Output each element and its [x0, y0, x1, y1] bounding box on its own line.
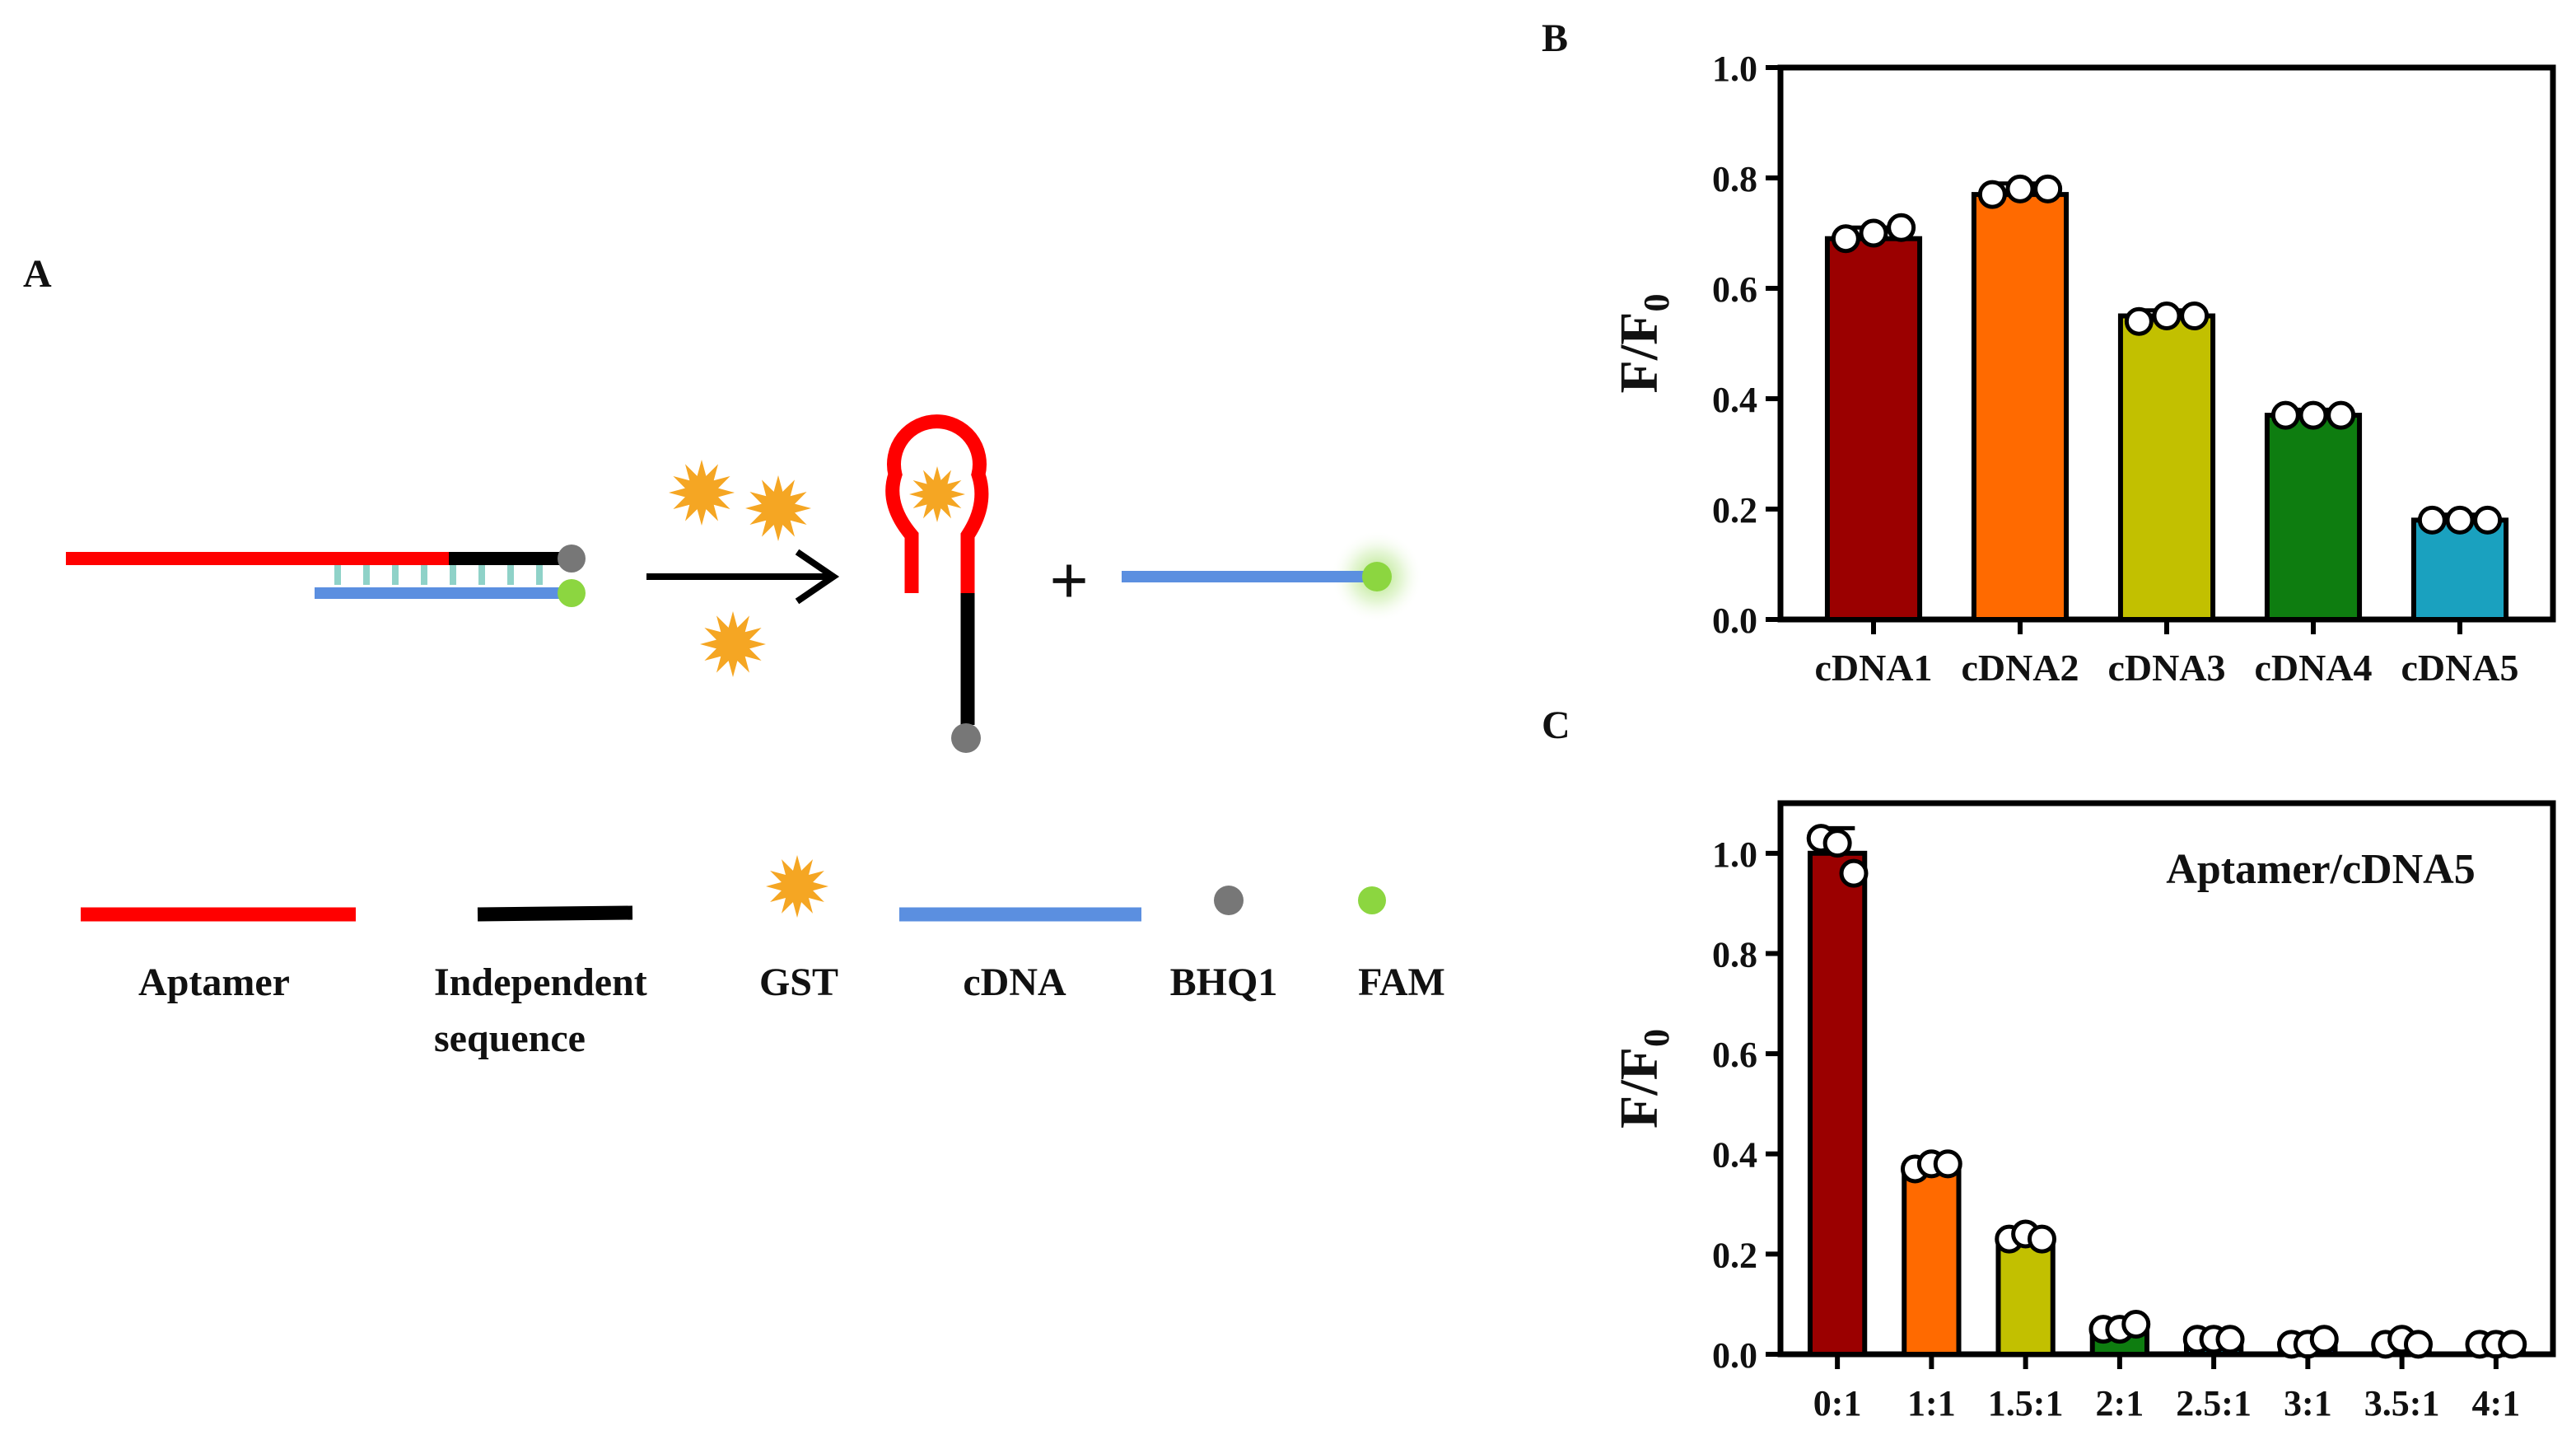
- legend-fam-label: FAM: [1358, 961, 1445, 1004]
- data-point: [2180, 301, 2210, 330]
- bar: [2264, 413, 2363, 622]
- bar: [1807, 850, 1868, 1358]
- legend-gst-star-icon: [766, 855, 828, 918]
- gst-molecules: [669, 460, 811, 677]
- data-point: [2445, 505, 2475, 535]
- y-tick-label: 0.4: [1712, 380, 1757, 420]
- x-tick-label: 2:1: [2096, 1383, 2144, 1423]
- y-tick-label: 0.0: [1712, 1335, 1757, 1376]
- plot-frame: [1777, 800, 2556, 1358]
- legend-bhq1-label: BHQ1: [1170, 961, 1278, 1004]
- data-point: [2473, 505, 2503, 535]
- data-point: [1831, 224, 1860, 254]
- gst-star-icon: [745, 475, 811, 541]
- gst-star-icon: [700, 611, 766, 677]
- scheme-legend: Aptamer Independent sequence GST cDNA BH…: [81, 855, 1445, 1060]
- x-tick-label: 1.5:1: [1988, 1383, 2064, 1423]
- panel-label-a: A: [23, 252, 52, 296]
- x-tick-label: 3:1: [2284, 1383, 2332, 1423]
- gst-star-icon: [669, 460, 735, 526]
- data-point: [2404, 1330, 2434, 1359]
- panel-label-c: C: [1542, 703, 1570, 747]
- data-point: [2270, 400, 2300, 430]
- data-point: [2498, 1330, 2527, 1359]
- y-tick-label: 1.0: [1712, 834, 1757, 875]
- y-tick-label: 1.0: [1712, 49, 1757, 89]
- bar: [2410, 517, 2509, 623]
- y-tick-label: 0.6: [1712, 1035, 1757, 1075]
- data-point: [2124, 306, 2154, 336]
- data-point: [2309, 1325, 2339, 1354]
- legend-independent-label-line2: sequence: [434, 1017, 586, 1060]
- fam-fluorophore-icon: [1362, 562, 1392, 591]
- x-tick-label: 2.5:1: [2176, 1383, 2252, 1423]
- y-tick-label: 0.2: [1712, 490, 1757, 531]
- y-tick-label: 0.2: [1712, 1235, 1757, 1275]
- y-tick-label: 0.8: [1712, 159, 1757, 199]
- legend-fam-swatch: [1358, 886, 1386, 914]
- y-axis-label: F/F0: [1609, 1029, 1677, 1129]
- x-tick-label: cDNA3: [2107, 647, 2225, 689]
- duplex-probe: [66, 545, 586, 607]
- x-tick-label: cDNA1: [1814, 647, 1932, 689]
- plus-sign: +: [1049, 543, 1089, 619]
- y-axis-label: F/F0: [1609, 294, 1677, 394]
- y-tick-label: 0.6: [1712, 269, 1757, 310]
- reaction-arrow-icon: [646, 549, 840, 605]
- aptamer-hairpin-loop: [885, 414, 989, 593]
- legend-gst-label: GST: [759, 961, 838, 1004]
- bhq1-quencher-icon: [951, 723, 981, 753]
- bar: [2117, 313, 2216, 622]
- data-point: [1822, 829, 1852, 858]
- data-point: [2121, 1310, 2151, 1339]
- bar: [1995, 1236, 2056, 1357]
- legend-cdna-label: cDNA: [963, 961, 1066, 1004]
- x-tick-label: 4:1: [2472, 1383, 2521, 1423]
- panel-c-chart: C Aptamer/cDNA5 0.0 0.2 0.4 0.6 0.8 1.0 F/F0 0:…: [1542, 703, 2556, 1423]
- panel-label-b: B: [1542, 16, 1568, 60]
- data-point: [2298, 400, 2328, 430]
- data-point: [2152, 301, 2182, 330]
- released-cdna: [1122, 531, 1423, 623]
- y-tick-label: 0.8: [1712, 934, 1757, 975]
- x-tick-label: 0:1: [1813, 1383, 1862, 1423]
- legend-independent-swatch: [477, 905, 633, 922]
- data-point: [1933, 1149, 1962, 1179]
- data-point: [1859, 218, 1888, 248]
- x-tick-label: cDNA4: [2254, 647, 2372, 689]
- bar: [1971, 192, 2070, 623]
- fam-fluorophore-icon: [558, 579, 586, 607]
- chart-c-plot: 0.0 0.2 0.4 0.6 0.8 1.0 F/F0 0:1 1:1 1.5:1 2:1 2.5:…: [1609, 800, 2556, 1423]
- bar: [1902, 1166, 1962, 1358]
- panel-a-scheme: A: [23, 252, 1445, 1060]
- data-point: [2028, 1224, 2057, 1254]
- legend-independent-label: Independent: [434, 961, 647, 1004]
- data-point: [1887, 213, 1916, 242]
- gst-star-icon: [909, 466, 965, 522]
- data-point: [1977, 180, 2007, 209]
- data-point: [2417, 505, 2447, 535]
- chart-c-title: Aptamer/cDNA5: [2166, 846, 2475, 893]
- data-point: [2326, 400, 2356, 430]
- x-tick-label: 3.5:1: [2364, 1383, 2440, 1423]
- base-pair-lines: [334, 565, 543, 585]
- aptamer-gst-complex: [885, 414, 989, 753]
- data-point: [2215, 1325, 2245, 1354]
- data-point: [2005, 174, 2035, 203]
- x-tick-label: 1:1: [1907, 1383, 1956, 1423]
- bar: [1824, 236, 1923, 622]
- x-tick-label: cDNA5: [2401, 647, 2518, 689]
- data-point: [2033, 174, 2063, 203]
- legend-bhq1-swatch: [1214, 886, 1244, 915]
- chart-b-plot: 0.0 0.2 0.4 0.6 0.8 1.0 F/F0 cDNA1 cDNA2 cDNA3 cDN…: [1609, 49, 2556, 689]
- data-point: [1839, 858, 1869, 888]
- legend-aptamer-label: Aptamer: [138, 961, 290, 1004]
- bhq1-quencher-icon: [558, 545, 586, 573]
- panel-b-chart: B 0.0 0.2 0.4 0.6 0.8 1.0 F/F0 cDNA1 cDNA2 cDNA3 c…: [1542, 16, 2556, 689]
- y-tick-label: 0.0: [1712, 601, 1757, 641]
- x-tick-label: cDNA2: [1961, 647, 2079, 689]
- y-tick-label: 0.4: [1712, 1135, 1757, 1176]
